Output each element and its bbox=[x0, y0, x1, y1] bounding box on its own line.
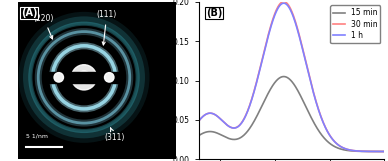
30 min bbox=[286, 4, 291, 6]
15 min bbox=[281, 76, 286, 77]
Legend: 15 min, 30 min, 1 h: 15 min, 30 min, 1 h bbox=[330, 5, 380, 43]
15 min bbox=[196, 135, 201, 137]
Text: (311): (311) bbox=[104, 128, 125, 142]
1 h bbox=[286, 5, 291, 7]
15 min bbox=[297, 93, 302, 95]
30 min bbox=[378, 151, 382, 152]
Line: 1 h: 1 h bbox=[199, 3, 384, 152]
30 min bbox=[307, 76, 312, 77]
Text: 5 1/nm: 5 1/nm bbox=[26, 133, 48, 138]
1 h bbox=[297, 36, 302, 38]
Text: (B): (B) bbox=[206, 8, 222, 18]
1 h bbox=[307, 76, 312, 78]
Line: 15 min: 15 min bbox=[199, 76, 384, 152]
1 h bbox=[378, 151, 382, 152]
Bar bbox=[49, 72, 119, 83]
15 min bbox=[307, 113, 312, 115]
Circle shape bbox=[78, 71, 90, 84]
15 min bbox=[349, 150, 353, 152]
1 h bbox=[196, 120, 201, 122]
30 min bbox=[285, 2, 289, 4]
Circle shape bbox=[54, 73, 64, 82]
15 min bbox=[285, 76, 289, 78]
30 min bbox=[297, 35, 302, 37]
Circle shape bbox=[71, 65, 97, 90]
15 min bbox=[378, 151, 382, 152]
1 h bbox=[281, 2, 286, 4]
1 h bbox=[382, 151, 386, 152]
Text: (220): (220) bbox=[33, 14, 54, 39]
Circle shape bbox=[104, 73, 114, 82]
Y-axis label: Absorbance (A. U.): Absorbance (A. U.) bbox=[158, 38, 167, 123]
Line: 30 min: 30 min bbox=[199, 2, 384, 152]
1 h bbox=[285, 4, 289, 6]
15 min bbox=[382, 151, 386, 152]
Text: (111): (111) bbox=[97, 10, 117, 45]
30 min bbox=[196, 120, 201, 122]
Text: (A): (A) bbox=[21, 8, 37, 18]
15 min bbox=[286, 77, 291, 79]
1 h bbox=[349, 149, 353, 151]
30 min bbox=[382, 151, 386, 152]
30 min bbox=[349, 149, 353, 151]
30 min bbox=[281, 1, 286, 3]
